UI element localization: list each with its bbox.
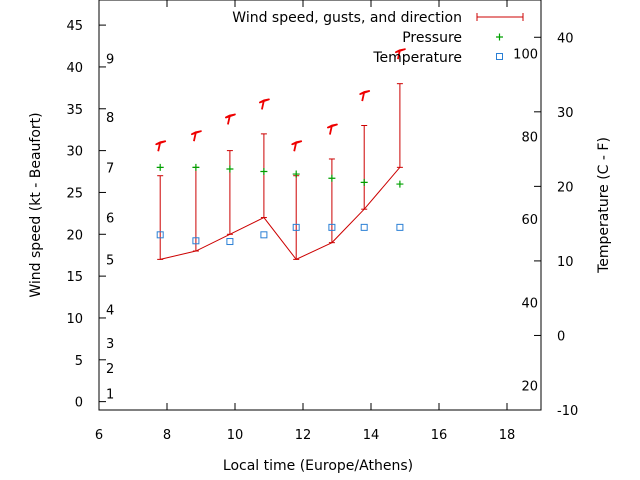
legend-label-temperature: Temperature	[372, 50, 462, 66]
x-tick-label: 18	[499, 428, 516, 443]
fahrenheit-label: 60	[521, 213, 538, 228]
x-tick-label: 6	[95, 428, 103, 443]
beaufort-label: 1	[106, 387, 114, 402]
pressure-point	[396, 180, 404, 188]
y-tick-label: 10	[66, 312, 83, 327]
y-tick-label: 35	[66, 103, 83, 118]
wind-direction-arrow	[155, 140, 167, 152]
y-tick-label: 5	[75, 354, 83, 369]
y-axis-label: Wind speed (kt - Beaufort)	[28, 112, 44, 297]
temperature-point	[226, 238, 234, 246]
pressure-point	[226, 165, 234, 173]
beaufort-label: 6	[106, 212, 114, 227]
y2-axis-label: Temperature (C - F)	[596, 137, 612, 274]
y2-tick-label: 30	[557, 106, 574, 121]
y2-tick-label: 40	[557, 31, 574, 46]
temperature-point	[192, 237, 200, 245]
y2-tick-label: 10	[557, 255, 574, 270]
chart-frame	[98, 0, 542, 411]
temperature-point	[292, 223, 300, 231]
axes-group: 6 8 10 12 14 16 18051015202530354045-100102030…	[66, 0, 578, 443]
temperature-point	[328, 223, 336, 231]
temperature-point	[260, 231, 268, 239]
fahrenheit-label: 80	[521, 130, 538, 145]
y-tick-label: 45	[66, 19, 83, 34]
beaufort-label: 4	[106, 304, 114, 319]
y2-tick-label: 20	[557, 180, 574, 195]
beaufort-label: 2	[106, 362, 114, 377]
x-tick-label: 14	[363, 428, 380, 443]
legend: Wind speed, gusts, and direction Pressur…	[232, 10, 524, 66]
beaufort-label: 3	[106, 337, 114, 352]
y-tick-label: 30	[66, 145, 83, 160]
series-group	[155, 48, 406, 261]
x-tick-label: 16	[431, 428, 448, 443]
y-tick-label: 20	[66, 228, 83, 243]
fahrenheit-label: 40	[521, 297, 538, 312]
legend-label-pressure: Pressure	[402, 30, 462, 46]
wind-direction-arrow	[225, 113, 236, 125]
x-tick-label: 10	[227, 428, 244, 443]
wind-direction-arrow	[359, 90, 371, 102]
legend-swatch-pressure	[496, 33, 503, 41]
beaufort-label: 5	[106, 253, 114, 268]
temperature-point	[360, 223, 368, 231]
x-axis-label: Local time (Europe/Athens)	[223, 458, 413, 474]
wind-direction-arrow	[259, 98, 270, 110]
y2-tick-label: 0	[557, 329, 565, 344]
pressure-point	[156, 163, 164, 171]
pressure-point	[292, 170, 300, 178]
legend-label-wind: Wind speed, gusts, and direction	[232, 10, 462, 26]
x-tick-label: 8	[163, 428, 171, 443]
temperature-point	[156, 231, 164, 239]
y-tick-label: 0	[75, 396, 83, 411]
y-tick-label: 40	[66, 61, 83, 76]
pressure-point	[328, 174, 336, 182]
wind-speed-line	[160, 167, 401, 261]
fahrenheit-label: 20	[521, 379, 538, 394]
beaufort-label: 7	[106, 161, 114, 176]
temperature-point	[396, 223, 404, 231]
beaufort-label: 9	[106, 53, 114, 68]
wind-direction-arrow	[395, 48, 406, 60]
wind-direction-arrow	[327, 123, 338, 135]
y2-tick-label: -10	[557, 404, 578, 419]
pressure-point	[360, 178, 368, 186]
y-tick-label: 15	[66, 270, 83, 285]
y-tick-label: 25	[66, 186, 83, 201]
fahrenheit-label: 100	[513, 48, 538, 63]
wind-direction-arrow	[191, 130, 202, 142]
wind-direction-arrow	[291, 140, 303, 152]
x-tick-label: 12	[295, 428, 312, 443]
legend-swatch-temperature	[496, 53, 503, 60]
pressure-point	[192, 163, 200, 171]
pressure-point	[260, 168, 268, 176]
beaufort-label: 8	[106, 111, 114, 126]
